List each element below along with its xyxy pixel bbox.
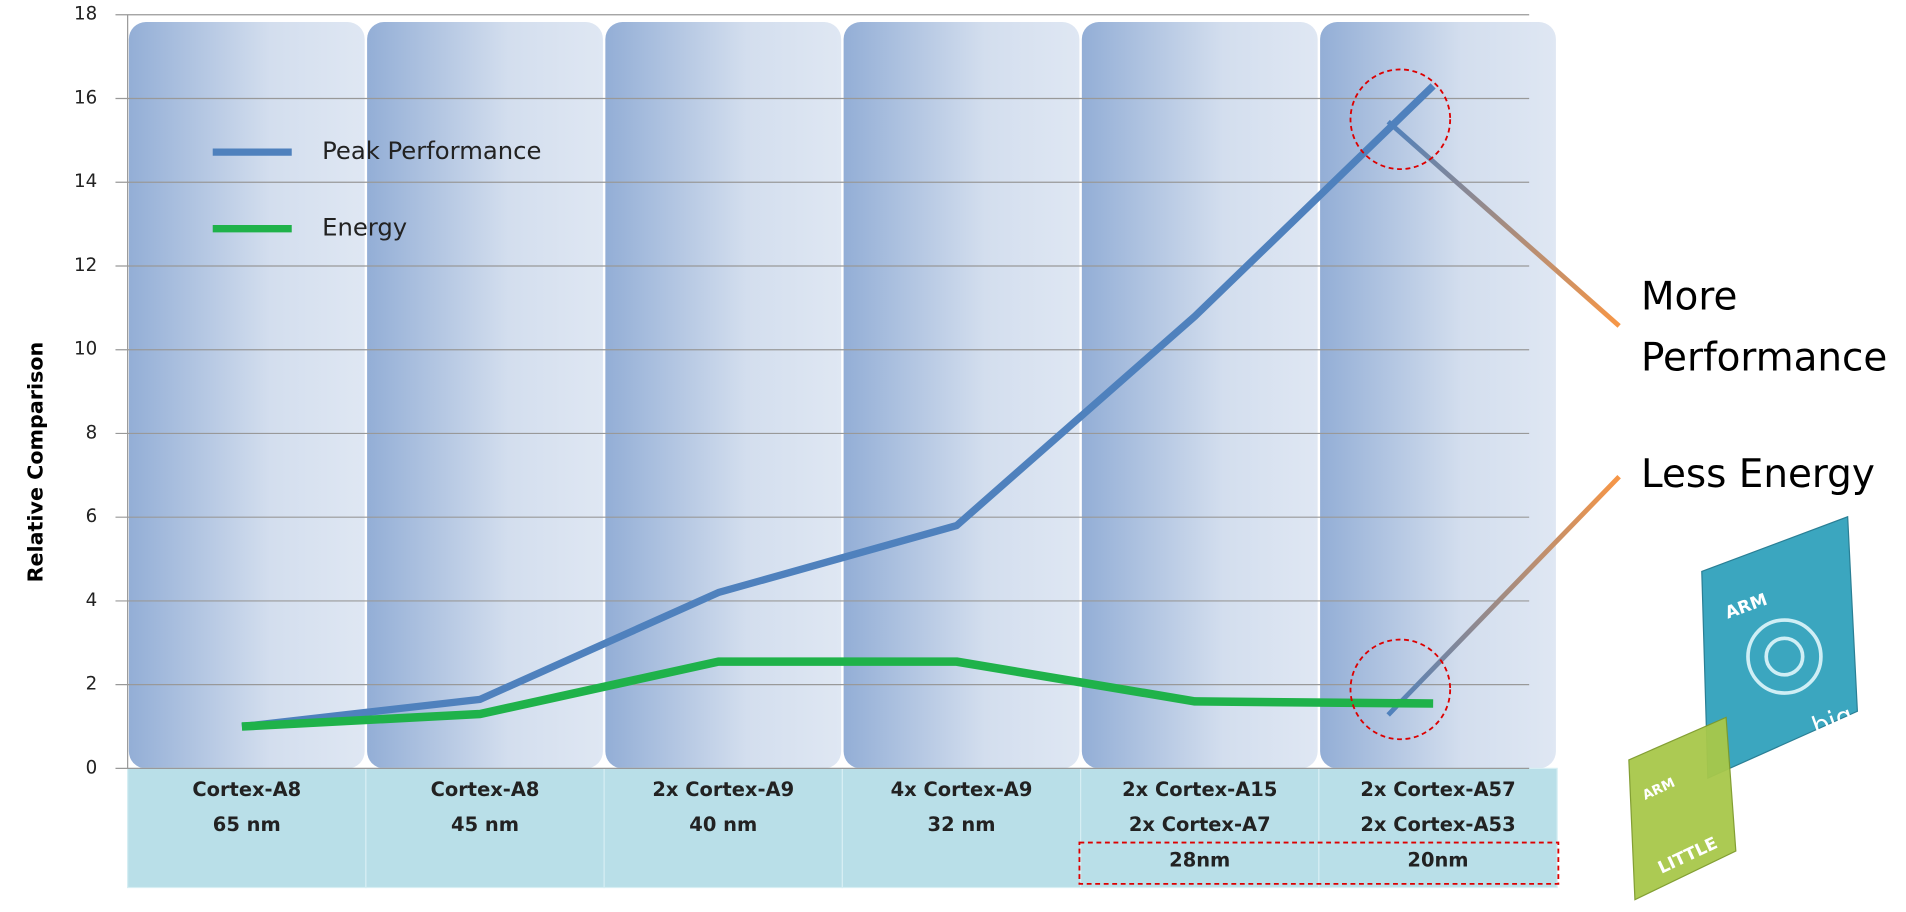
series-line <box>241 657 1434 731</box>
x-tick-label: 28nm <box>1169 848 1230 871</box>
connector <box>1386 474 1621 717</box>
x-tick-label: 2x Cortex-A53 <box>1360 813 1515 836</box>
column-band <box>367 22 603 769</box>
annotation: Less Energy <box>1641 452 1875 497</box>
y-axis-label: Relative Comparison <box>23 342 47 583</box>
chip-icon: ARM big ARM LITTLE <box>1628 515 1859 901</box>
x-tick-label: 32 nm <box>928 813 996 836</box>
highlight-circle <box>1349 638 1452 741</box>
column-band <box>843 22 1080 769</box>
x-tick-label: 40 nm <box>689 813 757 836</box>
x-tick-label: 45 nm <box>451 813 519 836</box>
y-tick-label: 12 <box>74 255 97 276</box>
x-tick-label: 2x Cortex-A7 <box>1129 813 1271 836</box>
x-tick-label: 2x Cortex-A9 <box>652 778 794 801</box>
y-tick-label: 18 <box>74 4 97 25</box>
column-band <box>1081 22 1318 769</box>
series-line <box>241 83 1436 731</box>
label-cell <box>127 767 367 889</box>
x-tick-label: 20nm <box>1407 848 1468 871</box>
y-tick-label: 8 <box>86 422 98 443</box>
highlight-box <box>1078 841 1560 885</box>
y-tick-label: 16 <box>74 87 97 108</box>
legend-label: Energy <box>322 213 407 242</box>
y-tick-label: 2 <box>86 674 98 695</box>
label-cell <box>841 767 1082 889</box>
column-band <box>128 22 365 769</box>
y-tick-label: 10 <box>74 339 97 360</box>
x-tick-label: 2x Cortex-A15 <box>1122 778 1277 801</box>
y-tick-label: 6 <box>86 506 98 527</box>
y-tick-label: 4 <box>86 590 98 611</box>
column-band <box>605 22 842 769</box>
x-tick-label: Cortex-A8 <box>431 778 540 801</box>
x-tick-label: 4x Cortex-A9 <box>891 778 1033 801</box>
x-tick-label: 2x Cortex-A57 <box>1360 778 1515 801</box>
y-tick-label: 0 <box>86 757 98 778</box>
label-cell <box>365 767 605 889</box>
y-tick-label: 14 <box>74 171 97 192</box>
legend-label: Peak Performance <box>322 136 541 165</box>
x-tick-label: Cortex-A8 <box>192 778 301 801</box>
x-tick-label: 65 nm <box>213 813 281 836</box>
annotation: More <box>1641 275 1737 320</box>
column-band <box>1320 22 1556 769</box>
annotation: Performance <box>1641 335 1887 380</box>
highlight-circle <box>1349 68 1452 171</box>
connector <box>1386 119 1621 328</box>
